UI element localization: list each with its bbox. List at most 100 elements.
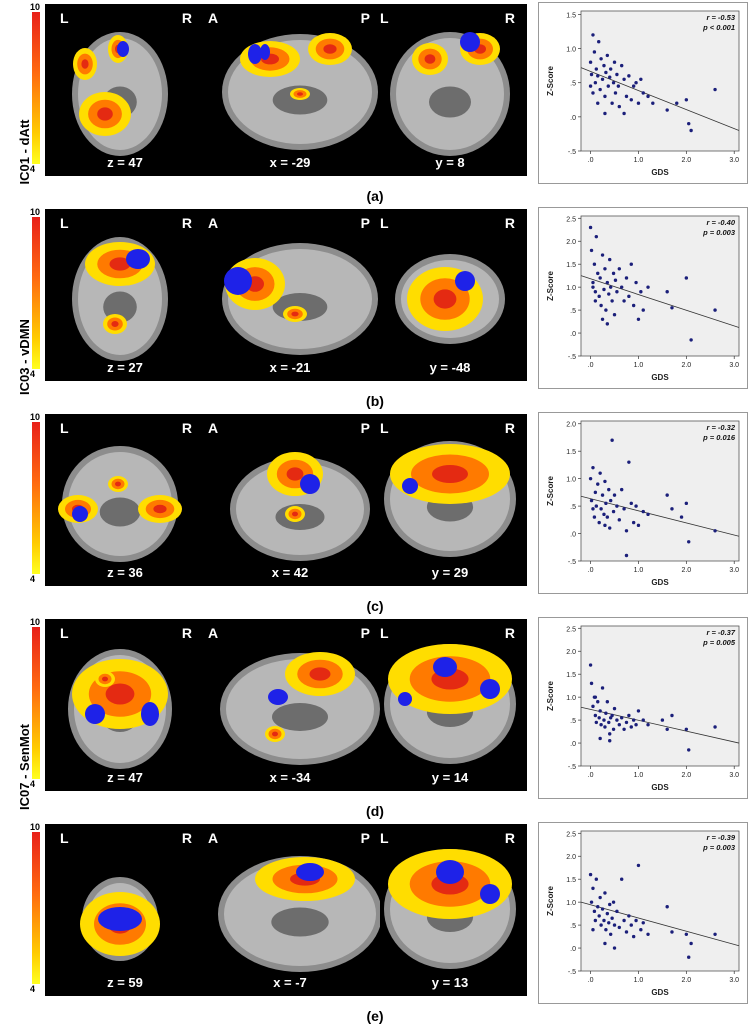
data-point <box>608 257 612 262</box>
x-tick-label: 3.0 <box>729 977 739 984</box>
correlation-cluster <box>141 702 159 726</box>
data-point <box>612 312 617 317</box>
data-point <box>629 725 633 729</box>
orientation-right-label: P <box>360 215 370 231</box>
data-point <box>627 914 631 918</box>
slice-coordinate: x = 42 <box>271 565 309 580</box>
data-point <box>615 504 619 508</box>
data-point <box>588 663 593 667</box>
data-point <box>608 932 613 936</box>
data-point <box>624 529 629 533</box>
data-point <box>641 509 645 514</box>
data-point <box>599 722 603 727</box>
data-point <box>634 504 638 508</box>
x-tick-label: 3.0 <box>729 772 739 779</box>
data-point <box>615 290 619 294</box>
data-point <box>629 923 633 927</box>
correlation-cluster <box>460 32 480 52</box>
data-point <box>624 930 629 934</box>
data-point <box>610 438 614 442</box>
y-tick-label: 1.0 <box>566 900 576 907</box>
data-point <box>599 57 603 61</box>
panel-caption: (d) <box>366 803 384 819</box>
data-point <box>631 934 636 939</box>
data-point <box>624 553 629 558</box>
data-point <box>588 476 593 481</box>
p-statistic: p = 0.005 <box>702 638 736 647</box>
y-tick-label: .0 <box>570 532 576 539</box>
data-point <box>589 248 594 253</box>
data-point <box>588 84 593 88</box>
data-point <box>622 111 626 116</box>
x-tick-label: 2.0 <box>681 977 691 984</box>
orientation-left-label: L <box>60 10 69 26</box>
x-axis-label: GDS <box>651 578 669 587</box>
orientation-left-label: L <box>380 625 389 641</box>
data-point <box>612 923 617 927</box>
correlation-cluster <box>455 271 475 291</box>
correlation-cluster <box>260 44 270 60</box>
correlation-cluster <box>436 860 464 884</box>
data-point <box>589 681 594 686</box>
y-tick-label: .5 <box>570 308 576 315</box>
data-point <box>627 713 631 718</box>
data-point <box>605 322 610 326</box>
data-point <box>593 695 598 699</box>
colorbar-min-label: 4 <box>30 574 36 584</box>
data-point <box>713 529 717 533</box>
data-point <box>599 507 603 511</box>
data-point <box>600 77 605 81</box>
activation-peak <box>153 504 167 514</box>
scatter-plot: 2.5 2.0 1.5 1.0 .5 .0 -.5 .0 1.0 2.0 3.0 GDS Z-Score… <box>538 822 748 1004</box>
data-point <box>622 727 626 731</box>
scatter-svg: 2.5 2.0 1.5 1.0 .5 .0 -.5 .0 1.0 2.0 3.0 GDS Z-Score… <box>546 215 740 382</box>
y-axis-label: Z-Score <box>546 886 555 916</box>
data-point <box>608 526 612 530</box>
data-point <box>611 509 616 514</box>
data-point <box>615 72 619 77</box>
data-point <box>594 720 599 725</box>
plot-area <box>580 830 740 972</box>
data-point <box>619 877 624 881</box>
data-point <box>646 932 650 936</box>
regression-line <box>580 901 740 947</box>
data-point <box>605 911 610 916</box>
data-point <box>610 101 614 105</box>
data-point <box>622 918 626 923</box>
data-point <box>596 271 600 276</box>
data-point <box>684 98 689 102</box>
activation-peak <box>424 54 436 64</box>
orientation-right-label: R <box>504 420 515 436</box>
data-point <box>629 98 633 102</box>
data-point <box>619 716 624 720</box>
y-tick-label: .0 <box>570 115 576 122</box>
data-point <box>588 872 593 877</box>
data-point <box>684 727 689 731</box>
panel-caption: (e) <box>366 1008 384 1024</box>
scatter-svg: 2.5 2.0 1.5 1.0 .5 .0 -.5 .0 1.0 2.0 3.0 GDS Z-Score… <box>546 830 740 997</box>
brain-slice <box>72 237 168 361</box>
y-tick-label: .5 <box>570 81 576 88</box>
data-point <box>598 895 602 900</box>
data-point <box>608 75 612 79</box>
brain-slice <box>390 32 510 156</box>
correlation-cluster <box>72 506 88 522</box>
data-point <box>617 104 622 109</box>
data-point <box>599 303 603 308</box>
correlation-cluster <box>296 863 324 881</box>
data-point <box>598 736 602 741</box>
data-point <box>603 111 607 116</box>
brain-slice <box>58 446 182 562</box>
activation-peak <box>297 92 303 96</box>
data-point <box>603 94 607 99</box>
data-point <box>593 713 598 718</box>
x-tick-label: .0 <box>588 977 594 984</box>
correlation-cluster <box>268 689 288 705</box>
data-point <box>592 262 597 266</box>
data-point <box>608 739 612 743</box>
activation-peak <box>292 511 298 517</box>
